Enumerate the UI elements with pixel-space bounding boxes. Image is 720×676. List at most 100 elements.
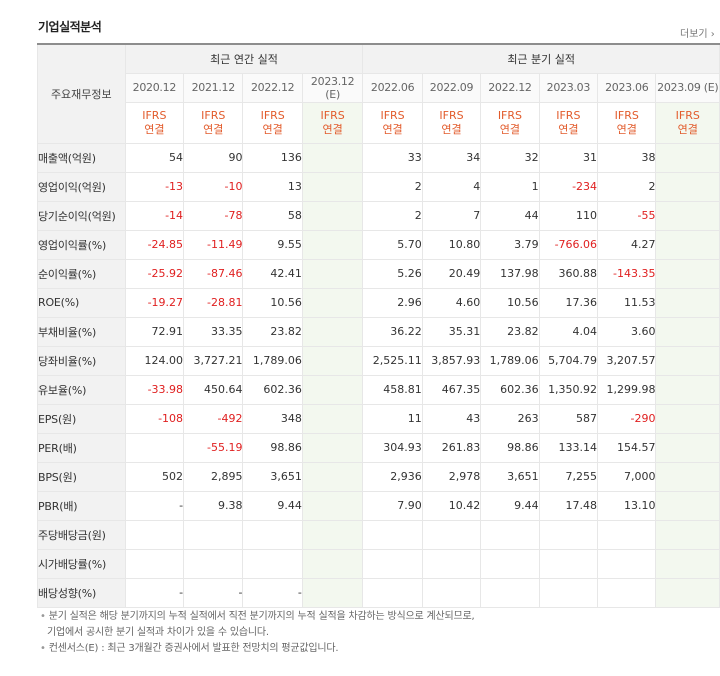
row-label: PER(배) xyxy=(37,432,126,463)
table-cell: -234 xyxy=(538,171,599,202)
table-cell: 1,299.98 xyxy=(597,374,657,405)
more-label: 더보기 xyxy=(680,29,708,40)
row-label: PBR(배) xyxy=(37,490,126,521)
table-cell: 23.82 xyxy=(480,316,540,347)
ifrs-label-top: IFRS xyxy=(260,108,285,122)
footnote-1: • 분기 실적은 해당 분기까지의 누적 실적에서 직전 분기까지의 누적 실적을… xyxy=(40,611,475,622)
ifrs-label-top: IFRS xyxy=(556,108,581,122)
quarter-group-header: 최근 분기 실적 xyxy=(362,43,720,74)
table-row: 시가배당률(%) xyxy=(37,548,720,579)
table-cell xyxy=(655,548,720,579)
table-cell: 587 xyxy=(538,403,599,434)
table-cell: 11 xyxy=(362,403,423,434)
row-label: 주당배당금(원) xyxy=(37,519,126,550)
table-cell xyxy=(124,519,185,550)
table-row: ROE(%) -19.27 -28.81 10.56 2.96 4.60 10.56 17.3… xyxy=(37,287,720,318)
table-row: 영업이익(억원) -13 -10 13 2 4 1 -234 2 xyxy=(37,171,720,202)
table-cell: 43 xyxy=(421,403,482,434)
table-cell xyxy=(301,171,364,202)
table-cell xyxy=(242,548,303,579)
ifrs-label-bottom: 연결 xyxy=(616,122,637,136)
table-cell: 42.41 xyxy=(242,258,303,289)
table-cell: 2 xyxy=(362,200,423,231)
ifrs-label: IFRS 연결 xyxy=(421,101,482,144)
period-header: 2021.12 xyxy=(183,72,244,103)
section-title: 기업실적분석 xyxy=(38,20,102,34)
table-row: EPS(원) -108 -492 348 11 43 263 587 -290 xyxy=(37,403,720,434)
table-cell xyxy=(301,345,364,376)
table-cell xyxy=(655,316,720,347)
table-body: 매출액(억원) 54 90 136 33 34 32 31 38 영업이익(억원) -13 -10 13… xyxy=(37,142,720,608)
table-cell: 7.90 xyxy=(362,490,423,521)
table-cell: 1,350.92 xyxy=(538,374,599,405)
period-header: 2023.03 xyxy=(538,72,599,103)
row-label: 영업이익(억원) xyxy=(37,171,126,202)
table-cell: 4.60 xyxy=(421,287,482,318)
ifrs-label: IFRS 연결 xyxy=(655,101,720,144)
table-row: 영업이익률(%) -24.85 -11.49 9.55 5.70 10.80 3.79 -76… xyxy=(37,229,720,260)
table-row: 순이익률(%) -25.92 -87.46 42.41 5.26 20.49 137.98 3… xyxy=(37,258,720,289)
table-cell xyxy=(362,548,423,579)
table-cell: 13 xyxy=(242,171,303,202)
table-cell: 33 xyxy=(362,142,423,173)
period-header-row: 2020.12 2021.12 2022.12 2023.12 (E) 2022.06 2… xyxy=(38,72,720,103)
table-cell: 98.86 xyxy=(242,432,303,463)
table-cell: 2,525.11 xyxy=(362,345,423,376)
table-cell xyxy=(301,519,364,550)
row-label: 시가배당률(%) xyxy=(37,548,126,579)
table-cell xyxy=(655,374,720,405)
ifrs-label-top: IFRS xyxy=(380,108,405,122)
table-cell: 1,789.06 xyxy=(242,345,303,376)
table-cell: 17.36 xyxy=(538,287,599,318)
period-header: 2022.06 xyxy=(362,72,423,103)
table-cell xyxy=(655,519,720,550)
table-cell: -24.85 xyxy=(124,229,185,260)
table-cell xyxy=(362,519,423,550)
table-cell xyxy=(301,316,364,347)
period-header: 2022.09 xyxy=(421,72,482,103)
table-cell xyxy=(301,374,364,405)
table-cell xyxy=(655,229,720,260)
period-header: 2020.12 xyxy=(124,72,185,103)
row-label: 영업이익률(%) xyxy=(37,229,126,260)
table-cell xyxy=(597,519,657,550)
table-cell xyxy=(655,403,720,434)
ifrs-label-bottom: 연결 xyxy=(262,122,283,136)
table-cell xyxy=(655,258,720,289)
table-row: 당좌비율(%) 124.00 3,727.21 1,789.06 2,525.11 3,8… xyxy=(37,345,720,376)
table-cell: -87.46 xyxy=(183,258,244,289)
more-link[interactable]: 더보기 › xyxy=(680,25,715,40)
table-row: PBR(배) -9.38 9.44 7.90 10.42 9.44 17.48 13.10 xyxy=(37,490,720,521)
table-cell xyxy=(242,519,303,550)
table-cell: 10.42 xyxy=(421,490,482,521)
table-cell: 124.00 xyxy=(124,345,185,376)
table-cell: -25.92 xyxy=(124,258,185,289)
ifrs-label-bottom: 연결 xyxy=(558,122,579,136)
table-row: 유보율(%) -33.98 450.64 602.36 458.81 467.35 602.… xyxy=(37,374,720,405)
table-cell: 450.64 xyxy=(183,374,244,405)
table-cell: -78 xyxy=(183,200,244,231)
table-cell xyxy=(655,345,720,376)
chevron-right-icon: › xyxy=(710,29,715,40)
table-cell xyxy=(301,200,364,231)
table-cell xyxy=(655,142,720,173)
table-cell: 110 xyxy=(538,200,599,231)
table-cell: 5.26 xyxy=(362,258,423,289)
table-cell: 31 xyxy=(538,142,599,173)
ifrs-label-bottom: 연결 xyxy=(382,122,403,136)
table-cell: 9.44 xyxy=(242,490,303,521)
table-cell xyxy=(124,432,185,463)
table-row: 당기순이익(억원) -14 -78 58 2 7 44 110 -55 xyxy=(37,200,720,231)
table-row: 배당성향(%) - - - xyxy=(37,577,720,608)
table-row: 부채비율(%) 72.91 33.35 23.82 36.22 35.31 23.82 4.0… xyxy=(37,316,720,347)
ifrs-label: IFRS 연결 xyxy=(301,101,364,144)
table-cell: 3,651 xyxy=(480,461,540,492)
ifrs-label: IFRS 연결 xyxy=(242,101,303,144)
period-header: 2022.12 xyxy=(242,72,303,103)
table-cell xyxy=(301,258,364,289)
ifrs-label-top: IFRS xyxy=(320,108,345,122)
ifrs-label-bottom: 연결 xyxy=(144,122,165,136)
table-cell: 3,207.57 xyxy=(597,345,657,376)
table-cell: 502 xyxy=(124,461,185,492)
footnote-2: • 컨센서스(E) : 최근 3개월간 증권사에서 발표한 전망치의 평균값입니다… xyxy=(40,643,339,654)
